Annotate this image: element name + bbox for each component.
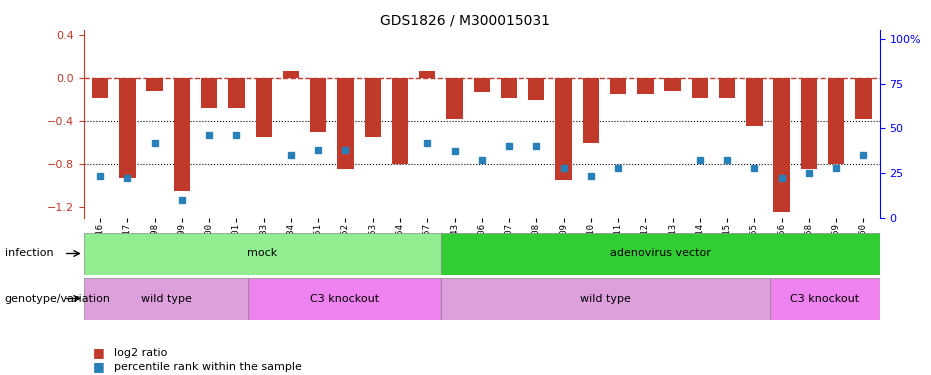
- Bar: [440, 232, 880, 274]
- Bar: [392, 78, 408, 164]
- Bar: [119, 78, 136, 178]
- Text: genotype/variation: genotype/variation: [5, 294, 111, 303]
- Text: GDS1826 / M300015031: GDS1826 / M300015031: [381, 13, 550, 27]
- Bar: [228, 78, 245, 108]
- Bar: [637, 78, 654, 94]
- Bar: [84, 278, 249, 320]
- Text: wild type: wild type: [141, 294, 192, 303]
- Bar: [528, 78, 545, 100]
- Bar: [719, 78, 735, 98]
- Bar: [283, 71, 299, 78]
- Bar: [365, 78, 381, 137]
- Bar: [747, 78, 762, 126]
- Bar: [828, 78, 844, 164]
- Bar: [92, 78, 108, 98]
- Bar: [556, 78, 572, 180]
- Bar: [501, 78, 518, 98]
- Text: ■: ■: [93, 360, 105, 373]
- Text: adenovirus vector: adenovirus vector: [610, 249, 710, 258]
- Bar: [255, 78, 272, 137]
- Text: ■: ■: [93, 346, 105, 359]
- Text: C3 knockout: C3 knockout: [310, 294, 379, 303]
- Bar: [337, 78, 354, 169]
- Bar: [146, 78, 163, 91]
- Bar: [310, 78, 327, 132]
- Text: log2 ratio: log2 ratio: [114, 348, 167, 357]
- Bar: [770, 278, 880, 320]
- Bar: [801, 78, 817, 169]
- Bar: [446, 78, 463, 119]
- Text: wild type: wild type: [580, 294, 630, 303]
- Bar: [610, 78, 627, 94]
- Bar: [692, 78, 708, 98]
- Bar: [249, 278, 440, 320]
- Bar: [419, 71, 436, 78]
- Bar: [440, 278, 770, 320]
- Text: infection: infection: [5, 249, 53, 258]
- Bar: [174, 78, 190, 191]
- Text: C3 knockout: C3 knockout: [790, 294, 859, 303]
- Bar: [665, 78, 681, 91]
- Bar: [774, 78, 789, 212]
- Bar: [474, 78, 490, 92]
- Text: mock: mock: [247, 249, 277, 258]
- Bar: [201, 78, 217, 108]
- Bar: [84, 232, 440, 274]
- Bar: [583, 78, 599, 142]
- Bar: [856, 78, 871, 119]
- Text: percentile rank within the sample: percentile rank within the sample: [114, 362, 302, 372]
